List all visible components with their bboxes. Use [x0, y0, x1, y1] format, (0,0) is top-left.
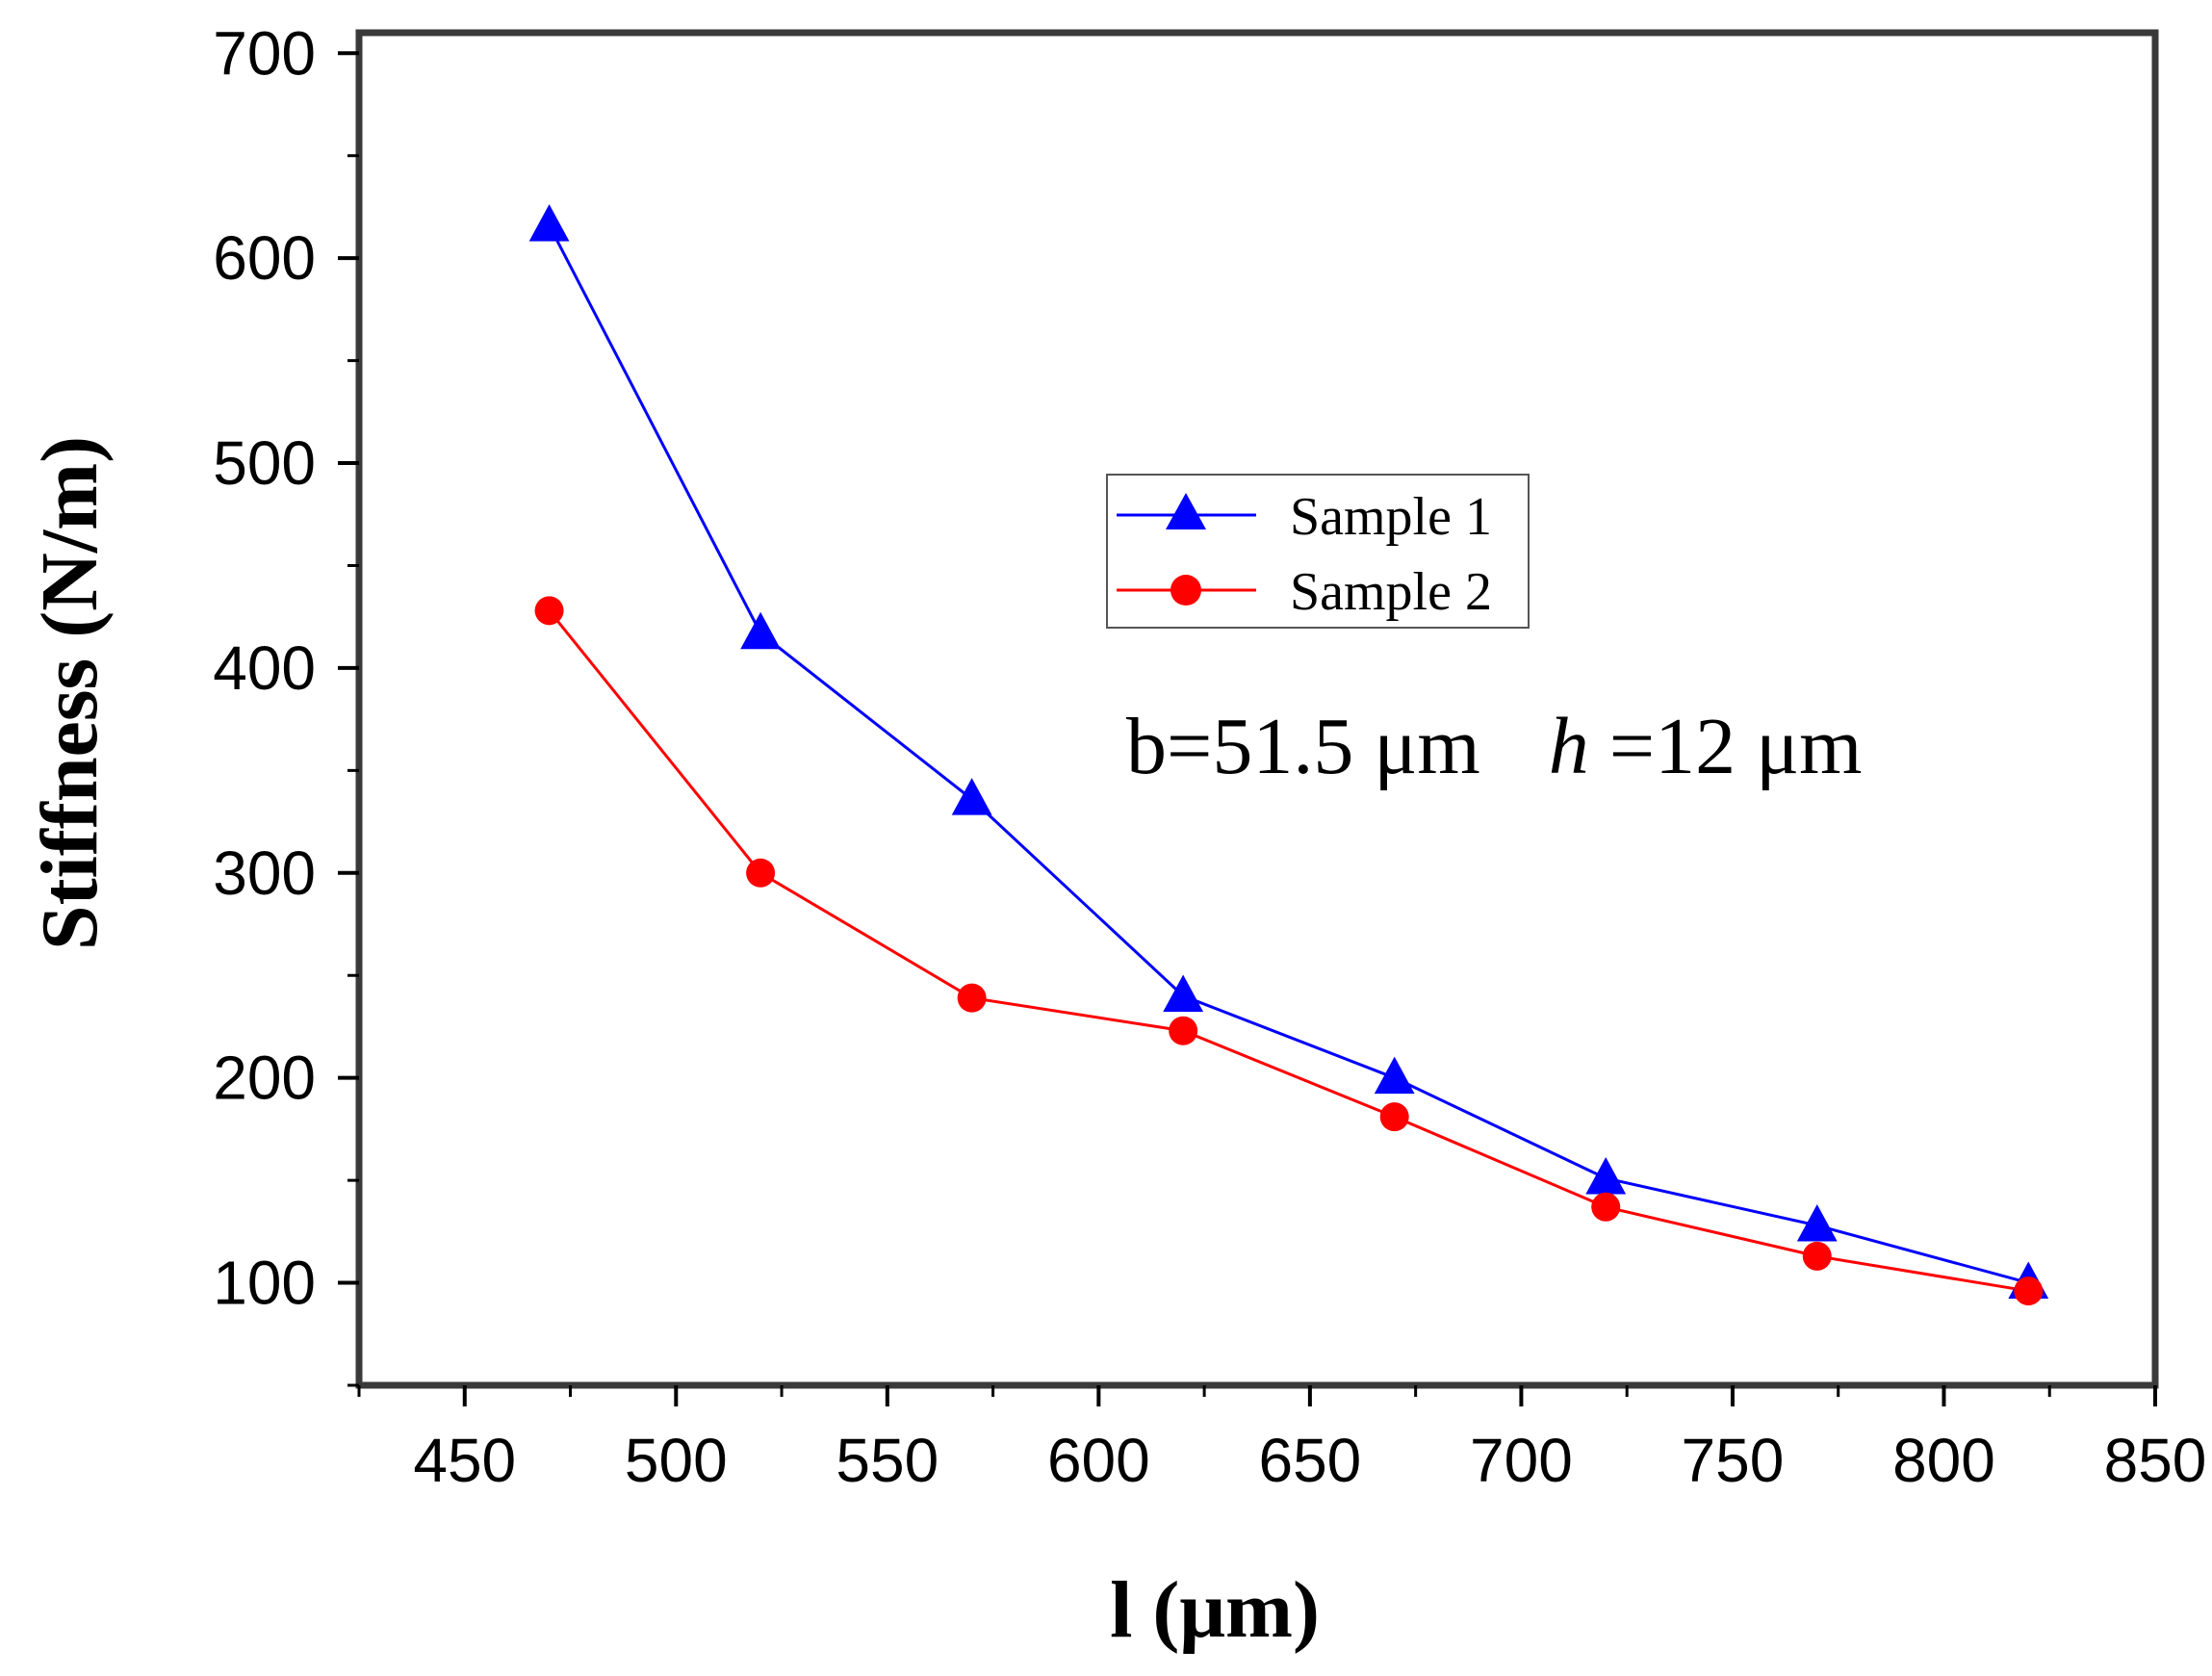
x-tick-label: 750: [1682, 1426, 1785, 1495]
legend-marker-sample-1: [1166, 493, 1206, 529]
x-tick-label: 850: [2104, 1426, 2207, 1495]
x-tick-label: 450: [413, 1426, 516, 1495]
x-tick-label: 650: [1258, 1426, 1361, 1495]
axis-ticks: 450 500 550 600 650 700 750 800 850 100 200 300 400 5…: [213, 18, 2206, 1495]
series-lines: [548, 224, 2029, 1293]
series-line-2: [548, 609, 2029, 1293]
data-point-sample-1: [1796, 1203, 1838, 1242]
y-tick-label: 100: [213, 1249, 316, 1318]
x-tick-label: 500: [625, 1426, 728, 1495]
x-tick-label: 600: [1047, 1426, 1150, 1495]
legend-marker-sample-2: [1170, 575, 1201, 606]
data-point-sample-2: [1591, 1192, 1621, 1222]
legend: Sample 1 Sample 2: [1106, 474, 1530, 629]
y-tick-label: 200: [213, 1044, 316, 1113]
data-point-sample-2: [1379, 1102, 1409, 1132]
y-tick-label: 700: [213, 18, 316, 88]
annotation-prefix: b=51.5 μm: [1126, 702, 1480, 791]
y-tick-label: 400: [213, 633, 316, 703]
x-axis-title: l (μm): [1110, 1565, 1320, 1655]
x-tick-label: 800: [1892, 1426, 1995, 1495]
legend-label-sample-2: Sample 2: [1290, 562, 1492, 622]
legend-label-sample-1: Sample 1: [1290, 487, 1492, 547]
annotation-italic-var: h: [1549, 702, 1589, 791]
dimension-annotation: b=51.5 μm h =12 μm: [1126, 702, 1863, 791]
data-point-sample-2: [1169, 1016, 1198, 1045]
y-tick-label: 500: [213, 428, 316, 498]
data-point-sample-1: [740, 611, 782, 650]
y-axis-title: Stiffness (N/m): [25, 436, 115, 950]
x-tick-label: 700: [1470, 1426, 1573, 1495]
y-tick-label: 600: [213, 223, 316, 293]
data-point-sample-2: [957, 983, 987, 1013]
series-line-1: [548, 224, 2029, 1285]
plot-area: [355, 29, 2159, 1389]
data-point-sample-1: [1374, 1056, 1415, 1095]
x-tick-label: 550: [836, 1426, 939, 1495]
data-point-sample-2: [746, 858, 776, 888]
series-markers: [528, 204, 2049, 1306]
data-point-sample-1: [1585, 1156, 1627, 1195]
data-point-sample-2: [534, 596, 564, 626]
data-point-sample-1: [951, 778, 992, 815]
data-point-sample-2: [1802, 1241, 1832, 1271]
annotation-suffix: =12 μm: [1609, 702, 1863, 791]
data-point-sample-1: [528, 204, 570, 242]
data-point-sample-1: [1163, 974, 1204, 1013]
y-tick-label: 300: [213, 838, 316, 908]
data-point-sample-2: [2014, 1276, 2044, 1306]
